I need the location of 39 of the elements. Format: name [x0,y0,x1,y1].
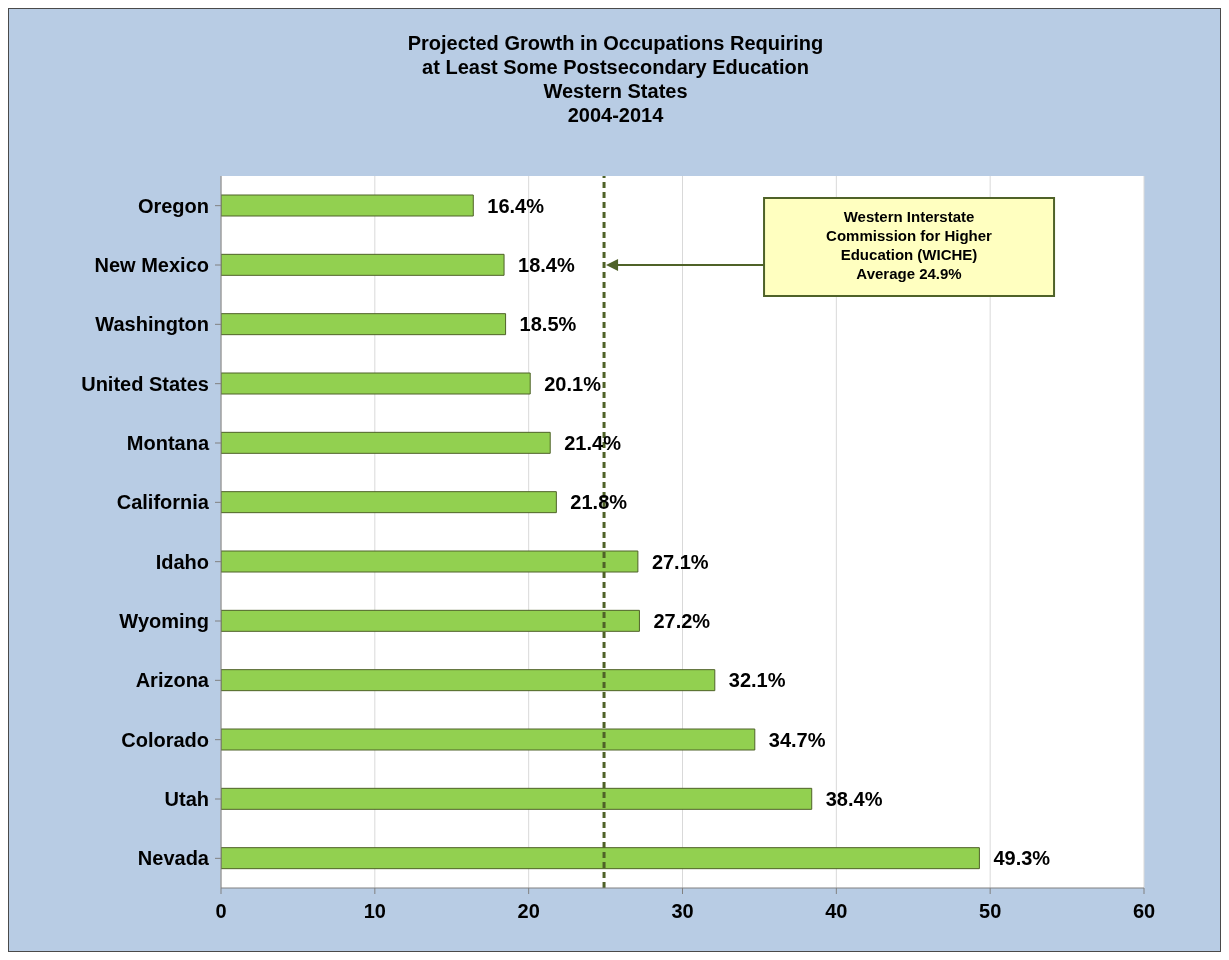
y-tick-label: Washington [95,313,209,336]
y-tick-label: Oregon [137,194,209,217]
data-label: 16.4% [487,194,545,217]
x-tick-label: 50 [979,900,1002,923]
x-tick-label: 60 [1132,900,1156,923]
y-tick-label: United States [81,372,209,395]
x-tick-label: 40 [825,900,848,923]
y-tick-label: Colorado [121,728,209,751]
bar [221,372,531,395]
bar [221,194,474,217]
y-tick-label: California [116,491,210,514]
data-label: 49.3% [993,847,1051,870]
x-tick-label: 10 [363,900,386,923]
x-tick-label: 20 [517,900,540,923]
y-tick-label: Utah [164,788,209,811]
bar [221,491,557,514]
data-label: 27.2% [653,609,711,632]
data-label: 21.8% [570,491,628,514]
y-tick-label: Nevada [137,847,210,870]
y-tick-label: New Mexico [94,254,209,277]
bar [221,431,551,454]
data-label: 38.4% [825,787,883,810]
y-tick-label: Arizona [135,669,210,692]
data-label: 32.1% [728,669,786,692]
annotation: Western Interstate Commission for Higher Education (WICHE) Average 24.9% [826,208,993,282]
data-label: 21.4% [564,431,622,454]
x-tick-label: 30 [671,900,694,923]
bar [221,253,505,276]
y-tick-label: Montana [126,432,210,455]
data-label: 18.4% [518,253,575,276]
x-tick-label: 0 [215,900,227,923]
chart-title: Projected Growth in Occupations Requiring at Least Some Postsecondary Education Western States 2004-2014 [406,31,825,127]
y-tick-label: Wyoming [119,610,209,633]
data-label: 18.5% [519,313,577,336]
data-label: 34.7% [768,728,826,751]
y-tick-label: Idaho [155,550,209,573]
data-label: 20.1% [544,372,602,395]
data-label: 27.1% [651,550,709,573]
bar [221,313,507,336]
